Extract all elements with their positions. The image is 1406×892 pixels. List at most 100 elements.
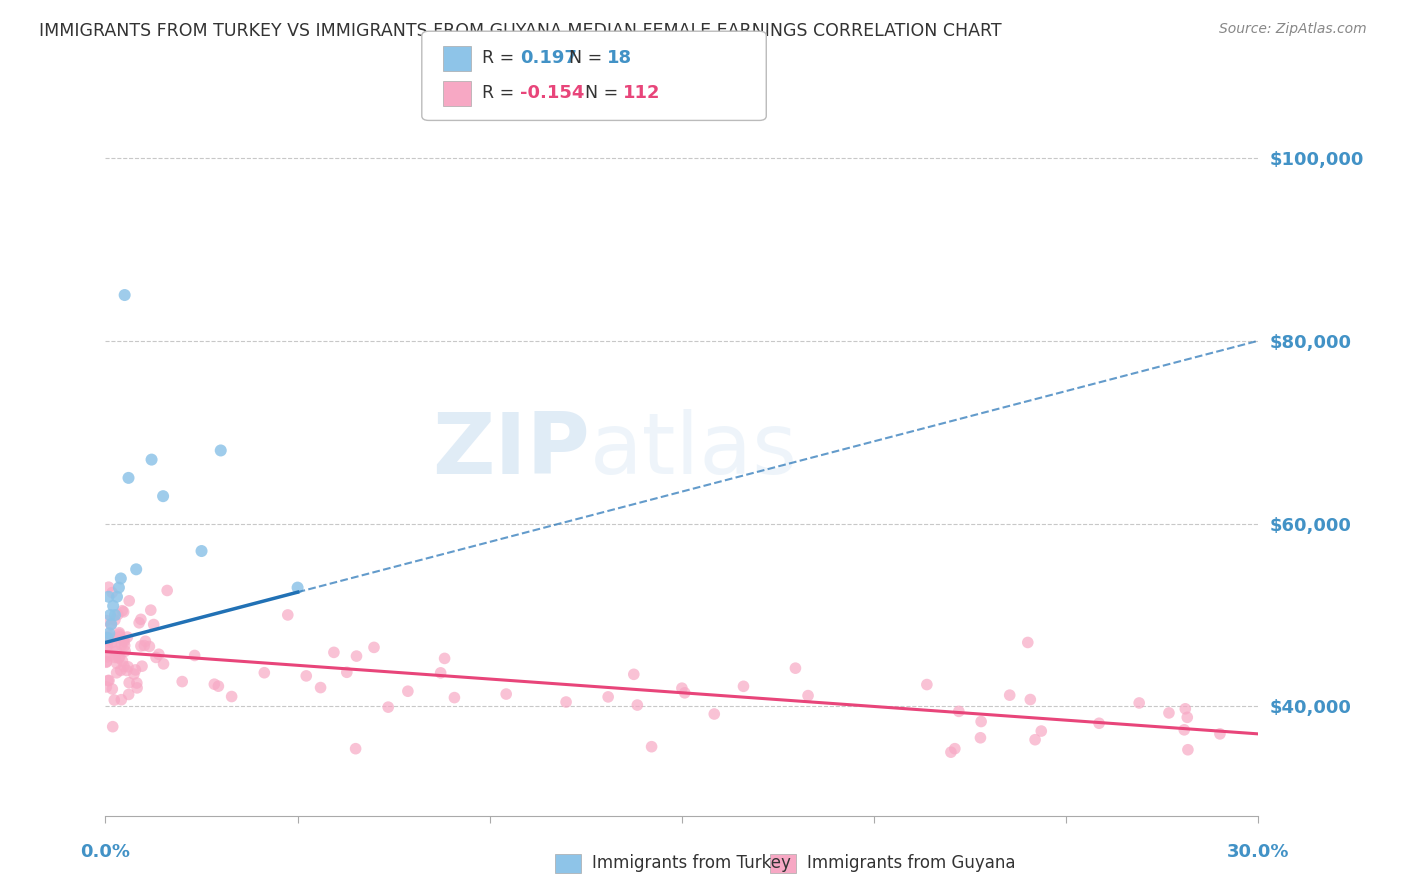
Point xyxy=(733,679,755,693)
Point xyxy=(98,648,121,662)
Point xyxy=(336,665,359,680)
Point xyxy=(98,608,121,623)
Point xyxy=(118,594,141,608)
Point xyxy=(183,648,205,663)
Point xyxy=(640,739,662,754)
Text: N =: N = xyxy=(569,49,609,67)
Point xyxy=(105,657,128,671)
Point xyxy=(134,639,156,653)
Point xyxy=(98,629,121,643)
Point xyxy=(555,695,578,709)
Text: ZIP: ZIP xyxy=(432,409,589,492)
Text: Immigrants from Turkey: Immigrants from Turkey xyxy=(592,855,790,872)
Point xyxy=(98,673,121,688)
Point xyxy=(110,638,132,652)
Point xyxy=(112,634,135,648)
Point xyxy=(134,634,156,648)
Point xyxy=(96,649,118,664)
Point xyxy=(1209,727,1232,741)
Point xyxy=(207,679,229,693)
Point xyxy=(98,626,121,640)
Point xyxy=(1157,706,1180,720)
Point xyxy=(112,659,135,673)
Text: -0.154: -0.154 xyxy=(520,85,585,103)
Point xyxy=(100,618,122,632)
Point xyxy=(202,677,225,691)
Point xyxy=(623,667,645,681)
Point xyxy=(101,585,124,599)
Text: 18: 18 xyxy=(607,49,633,67)
Point xyxy=(108,649,131,664)
Text: R =: R = xyxy=(482,85,520,103)
Point xyxy=(253,665,276,680)
Point xyxy=(1017,635,1039,649)
Point xyxy=(152,489,174,503)
Point xyxy=(124,663,146,677)
Point xyxy=(104,639,127,653)
Point xyxy=(108,627,131,641)
Point xyxy=(131,659,153,673)
Point xyxy=(107,607,129,622)
Point xyxy=(1175,710,1198,724)
Point xyxy=(110,571,132,585)
Point xyxy=(309,681,332,695)
Point xyxy=(943,741,966,756)
Point xyxy=(127,681,149,695)
Point xyxy=(148,647,170,661)
Point xyxy=(598,690,620,704)
Point xyxy=(96,654,118,668)
Point xyxy=(156,583,179,598)
Point xyxy=(433,651,456,665)
Point xyxy=(209,443,232,458)
Point xyxy=(105,644,128,658)
Point xyxy=(1019,692,1042,706)
Point xyxy=(103,693,125,707)
Point xyxy=(221,690,243,704)
Text: 112: 112 xyxy=(623,85,661,103)
Point xyxy=(1128,696,1150,710)
Point xyxy=(948,704,970,718)
Point xyxy=(112,633,135,648)
Point xyxy=(118,675,141,690)
Point xyxy=(100,636,122,650)
Point xyxy=(104,650,127,665)
Point xyxy=(104,613,127,627)
Point xyxy=(114,639,136,653)
Point xyxy=(145,650,167,665)
Point xyxy=(108,581,131,595)
Point xyxy=(100,617,122,632)
Point xyxy=(114,288,136,302)
Point xyxy=(344,741,367,756)
Point xyxy=(671,681,693,696)
Point xyxy=(277,607,299,622)
Point xyxy=(797,689,820,703)
Point xyxy=(96,639,118,653)
Point xyxy=(101,599,124,613)
Point xyxy=(970,714,993,729)
Text: R =: R = xyxy=(482,49,520,67)
Point xyxy=(114,644,136,658)
Point xyxy=(129,639,152,653)
Point xyxy=(363,640,385,655)
Point xyxy=(172,674,194,689)
Point xyxy=(117,660,139,674)
Text: IMMIGRANTS FROM TURKEY VS IMMIGRANTS FROM GUYANA MEDIAN FEMALE EARNINGS CORRELAT: IMMIGRANTS FROM TURKEY VS IMMIGRANTS FRO… xyxy=(39,22,1002,40)
Point xyxy=(346,649,368,664)
Point xyxy=(703,706,725,721)
Point xyxy=(287,581,309,595)
Point xyxy=(142,617,165,632)
Point xyxy=(443,690,465,705)
Point xyxy=(295,669,318,683)
Point xyxy=(101,681,124,696)
Point xyxy=(96,614,118,628)
Text: N =: N = xyxy=(585,85,624,103)
Point xyxy=(785,661,807,675)
Point xyxy=(96,655,118,669)
Point xyxy=(96,640,118,654)
Point xyxy=(128,615,150,630)
Point xyxy=(495,687,517,701)
Text: Immigrants from Guyana: Immigrants from Guyana xyxy=(807,855,1015,872)
Point xyxy=(110,692,132,706)
Point xyxy=(108,630,131,644)
Point xyxy=(125,562,148,576)
